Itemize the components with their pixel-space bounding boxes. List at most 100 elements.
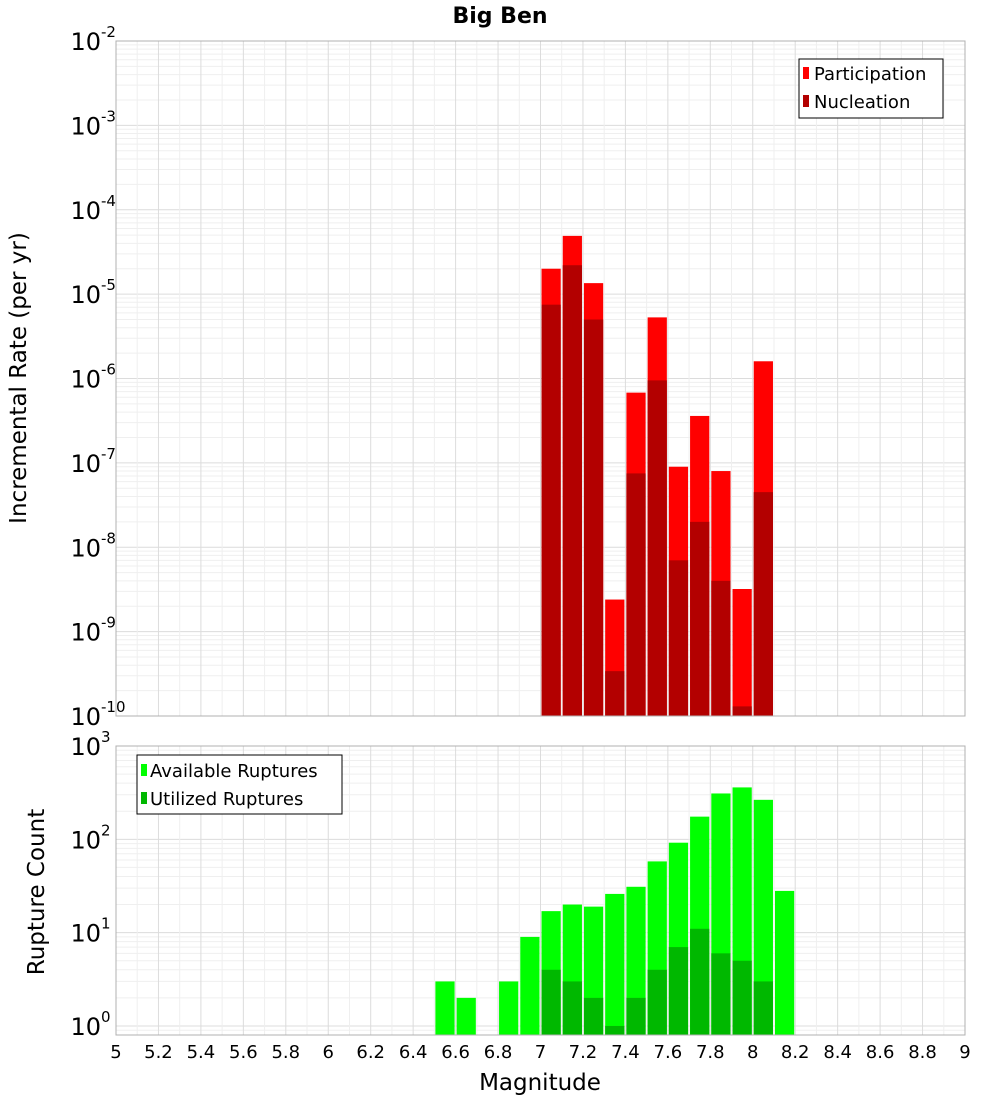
top-bar-nucleation bbox=[605, 671, 625, 716]
bottom-y-tick-exponent: 0 bbox=[101, 1008, 111, 1026]
top-bar-nucleation bbox=[583, 319, 604, 716]
bottom-bars bbox=[435, 787, 795, 1035]
bottom-y-tick-base: 10 bbox=[70, 920, 101, 948]
bottom-bar-utilized-ruptures bbox=[711, 953, 731, 1035]
bottom-bar-available-ruptures bbox=[774, 890, 795, 1035]
x-tick-label: 6.2 bbox=[356, 1042, 385, 1063]
x-tick-label: 6.6 bbox=[441, 1042, 470, 1063]
nucleation-legend-swatch bbox=[803, 95, 809, 107]
bottom-y-tick-exponent: 1 bbox=[101, 915, 111, 933]
top-y-tick-base: 10 bbox=[70, 281, 101, 309]
x-tick-label: 6 bbox=[323, 1042, 334, 1063]
top-legend: Participation Nucleation bbox=[798, 58, 944, 119]
bottom-bar-utilized-ruptures bbox=[583, 997, 604, 1035]
x-tick-label: 5 bbox=[110, 1042, 121, 1063]
top-bar-nucleation bbox=[668, 560, 689, 716]
bottom-bar-utilized-ruptures bbox=[626, 997, 646, 1035]
top-bar-nucleation bbox=[711, 580, 731, 716]
x-tick-label: 6.4 bbox=[399, 1042, 428, 1063]
top-y-tick-base: 10 bbox=[70, 197, 101, 225]
nucleation-legend-label: Nucleation bbox=[814, 92, 910, 113]
top-y-tick-base: 10 bbox=[70, 703, 101, 731]
x-tick-label: 9 bbox=[959, 1042, 970, 1063]
x-tick-labels: 5 5.2 5.4 5.6 5.8 6 6.2 6.4 6.6 6.8 7 7.2 7.4 7.6 7.8 8… bbox=[110, 1042, 970, 1063]
available-legend-label: Available Ruptures bbox=[150, 761, 318, 782]
bottom-bar-available-ruptures bbox=[605, 893, 625, 1035]
bottom-bar-utilized-ruptures bbox=[668, 947, 689, 1035]
bottom-bar-utilized-ruptures bbox=[605, 1025, 625, 1035]
x-tick-label: 7 bbox=[535, 1042, 546, 1063]
top-y-tick-exponent: -8 bbox=[101, 529, 116, 547]
x-tick-label: 8.4 bbox=[823, 1042, 852, 1063]
bottom-y-tick-base: 10 bbox=[70, 1013, 101, 1041]
bottom-bar-utilized-ruptures bbox=[647, 969, 667, 1035]
x-tick-label: 5.4 bbox=[187, 1042, 216, 1063]
bottom-bar-available-ruptures bbox=[753, 799, 773, 1035]
bottom-y-tick-exponent: 2 bbox=[101, 821, 111, 839]
x-tick-label: 5.8 bbox=[271, 1042, 300, 1063]
top-bar-nucleation bbox=[541, 304, 561, 716]
top-bar-nucleation bbox=[753, 492, 773, 716]
top-bars bbox=[541, 235, 773, 716]
bottom-y-tick-base: 10 bbox=[70, 826, 101, 854]
top-bar-nucleation bbox=[562, 265, 582, 716]
x-tick-label: 6.8 bbox=[484, 1042, 513, 1063]
chart-title: Big Ben bbox=[452, 4, 547, 29]
utilized-legend-label: Utilized Ruptures bbox=[150, 789, 303, 810]
bottom-legend: Available Ruptures Utilized Ruptures bbox=[136, 754, 343, 815]
x-tick-label: 7.6 bbox=[654, 1042, 683, 1063]
bottom-bar-available-ruptures bbox=[499, 981, 519, 1035]
x-tick-label: 5.6 bbox=[229, 1042, 258, 1063]
utilized-legend-swatch bbox=[141, 792, 147, 804]
top-plot-frame bbox=[115, 40, 966, 717]
top-y-tick-exponent: -9 bbox=[101, 614, 116, 632]
bottom-bar-available-ruptures bbox=[520, 936, 540, 1035]
top-y-tick-exponent: -7 bbox=[101, 445, 116, 463]
x-tick-label: 8.6 bbox=[866, 1042, 895, 1063]
top-y-tick-exponent: -5 bbox=[101, 276, 116, 294]
bottom-bar-utilized-ruptures bbox=[690, 928, 710, 1035]
x-tick-label: 5.2 bbox=[144, 1042, 173, 1063]
top-y-tick-exponent: -6 bbox=[101, 361, 116, 379]
x-tick-label: 8.8 bbox=[908, 1042, 937, 1063]
bottom-y-tick-exponent: 3 bbox=[101, 728, 111, 746]
bottom-bar-utilized-ruptures bbox=[541, 969, 561, 1035]
x-tick-label: 8 bbox=[747, 1042, 758, 1063]
top-bar-nucleation bbox=[690, 521, 710, 716]
top-y-tick-base: 10 bbox=[70, 619, 101, 647]
top-y-tick-base: 10 bbox=[70, 112, 101, 140]
participation-legend-label: Participation bbox=[814, 64, 926, 85]
bottom-bar-utilized-ruptures bbox=[732, 960, 752, 1035]
x-tick-label: 7.8 bbox=[696, 1042, 725, 1063]
top-y-tick-exponent: -2 bbox=[101, 23, 116, 41]
bottom-bar-available-ruptures bbox=[456, 997, 476, 1035]
top-bar-participation bbox=[732, 589, 752, 716]
bottom-bar-utilized-ruptures bbox=[562, 981, 582, 1035]
top-y-tick-base: 10 bbox=[70, 28, 101, 56]
x-axis-label: Magnitude bbox=[479, 1070, 601, 1096]
bottom-bar-utilized-ruptures bbox=[753, 981, 773, 1035]
top-y-tick-base: 10 bbox=[70, 534, 101, 562]
bottom-y-axis-label: Rupture Count bbox=[24, 809, 50, 975]
x-tick-label: 7.2 bbox=[569, 1042, 598, 1063]
top-y-tick-exponent: -4 bbox=[101, 192, 116, 210]
top-y-axis-label: Incremental Rate (per yr) bbox=[6, 232, 32, 524]
top-y-tick-exponent: -3 bbox=[101, 107, 116, 125]
top-y-tick-base: 10 bbox=[70, 366, 101, 394]
top-bar-nucleation bbox=[626, 473, 646, 716]
top-gridlines bbox=[115, 40, 966, 717]
bottom-y-tick-base: 10 bbox=[70, 733, 101, 761]
top-legend-box bbox=[798, 58, 944, 119]
bottom-bar-available-ruptures bbox=[435, 981, 455, 1035]
top-y-tick-exponent: -10 bbox=[101, 698, 126, 716]
top-bar-nucleation bbox=[647, 380, 667, 716]
x-tick-label: 8.2 bbox=[781, 1042, 810, 1063]
bottom-plot-frame bbox=[115, 745, 966, 1036]
bottom-legend-box bbox=[136, 754, 343, 815]
participation-legend-swatch bbox=[803, 67, 809, 79]
